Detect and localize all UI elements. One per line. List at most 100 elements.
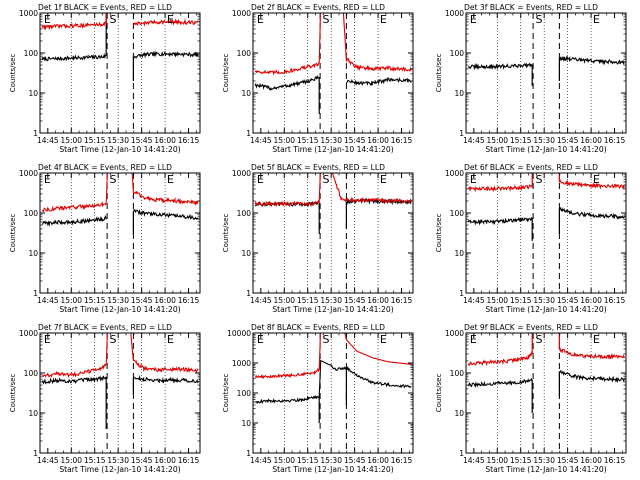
x-tick-label: 15:45	[131, 136, 153, 145]
y-tick-label: 1	[33, 289, 38, 298]
y-tick-label: 1000	[19, 9, 38, 18]
y-tick-label: 1	[246, 129, 251, 138]
y-tick-label: 10	[241, 89, 251, 98]
x-tick-label: 15:45	[557, 296, 579, 305]
x-tick-label: 15:00	[60, 456, 82, 465]
x-tick-label: 16:00	[367, 456, 389, 465]
chart-title: Det 9f BLACK = Events, RED = LLD	[464, 323, 598, 332]
detector-panel-1: Det 1f BLACK = Events, RED = LLD 1 10 100 10…	[0, 0, 213, 160]
orbit-marker-label: E	[470, 173, 477, 186]
x-tick-label: 15:30	[320, 456, 342, 465]
x-axis-label: Start Time (12-Jan-10 14:41:20)	[59, 465, 180, 474]
y-tick-label: 1000	[445, 329, 464, 338]
x-tick-label: 15:15	[297, 136, 319, 145]
y-axis-label: Counts/sec	[9, 54, 17, 93]
series-group	[41, 173, 199, 234]
y-tick-label: 100	[24, 209, 39, 218]
x-tick-label: 16:15	[178, 456, 200, 465]
events-series-line	[41, 374, 199, 385]
y-tick-label: 10	[28, 89, 38, 98]
x-tick-label: 15:30	[107, 456, 129, 465]
y-tick-label: 100	[237, 209, 252, 218]
y-axis-label: Counts/sec	[9, 214, 17, 253]
y-tick-label: 10	[241, 419, 251, 428]
detector-panel-7: Det 7f BLACK = Events, RED = LLD 1 10 100 10…	[0, 320, 213, 480]
detector-panel-6: Det 6f BLACK = Events, RED = LLD 1 10 100 10…	[426, 160, 639, 320]
x-tick-label: 15:00	[486, 296, 508, 305]
x-tick-label: 15:00	[273, 296, 295, 305]
x-tick-label: 15:15	[510, 296, 532, 305]
plot-frame	[39, 172, 201, 294]
y-tick-label: 1000	[232, 9, 251, 18]
orbit-marker-label: E	[44, 173, 51, 186]
detector-panel-5: Det 5f BLACK = Events, RED = LLD 1 10 100 10…	[213, 160, 426, 320]
series-group	[467, 333, 625, 413]
x-tick-label: 15:15	[510, 136, 532, 145]
plot-frame	[252, 172, 414, 294]
chart-title: Det 1f BLACK = Events, RED = LLD	[38, 3, 172, 12]
chart-title: Det 3f BLACK = Events, RED = LLD	[464, 3, 598, 12]
x-tick-label: 16:15	[391, 136, 413, 145]
x-tick-label: 15:00	[486, 136, 508, 145]
chart-title: Det 6f BLACK = Events, RED = LLD	[464, 163, 598, 172]
detector-chart-9: Det 9f BLACK = Events, RED = LLD 1 10 100 10…	[435, 323, 627, 474]
series-group	[254, 333, 412, 423]
y-tick-label: 1000	[445, 9, 464, 18]
series-group	[254, 173, 412, 234]
orbit-marker-label: S	[536, 173, 543, 186]
orbit-marker-label: S	[536, 13, 543, 26]
orbit-marker-label: E	[257, 13, 264, 26]
orbit-marker-label: E	[593, 333, 600, 346]
x-tick-label: 15:45	[344, 136, 366, 145]
y-tick-label: 1	[246, 289, 251, 298]
x-tick-label: 14:45	[37, 136, 59, 145]
lld-series-line	[467, 178, 625, 193]
x-tick-label: 15:15	[84, 136, 106, 145]
x-tick-label: 15:00	[60, 296, 82, 305]
x-tick-label: 15:15	[84, 296, 106, 305]
y-tick-label: 100	[24, 49, 39, 58]
series-group	[41, 333, 199, 429]
orbit-marker-label: E	[380, 13, 387, 26]
y-tick-label: 10000	[227, 329, 251, 338]
series-group	[254, 13, 412, 114]
x-tick-label: 15:45	[131, 456, 153, 465]
x-tick-label: 16:15	[391, 456, 413, 465]
y-axis-label: Counts/sec	[435, 54, 443, 93]
orbit-marker-label: E	[470, 13, 477, 26]
y-tick-label: 1000	[232, 169, 251, 178]
plot-frame	[252, 332, 414, 454]
orbit-marker-label: S	[110, 173, 117, 186]
y-tick-label: 1	[33, 449, 38, 458]
x-tick-label: 14:45	[250, 456, 272, 465]
y-axis-label: Counts/sec	[9, 374, 17, 413]
x-tick-label: 15:30	[533, 296, 555, 305]
x-tick-label: 15:15	[297, 456, 319, 465]
y-tick-label: 10	[454, 409, 464, 418]
detector-panel-4: Det 4f BLACK = Events, RED = LLD 1 10 100 10…	[0, 160, 213, 320]
x-tick-label: 16:00	[580, 136, 602, 145]
x-tick-label: 16:00	[154, 456, 176, 465]
orbit-marker-label: S	[323, 333, 330, 346]
x-axis-label: Start Time (12-Jan-10 14:41:20)	[272, 465, 393, 474]
x-tick-label: 16:00	[367, 296, 389, 305]
orbit-marker-label: E	[167, 13, 174, 26]
lld-series-line	[467, 347, 625, 367]
y-tick-label: 1	[459, 449, 464, 458]
y-tick-label: 10	[28, 249, 38, 258]
x-axis-label: Start Time (12-Jan-10 14:41:20)	[485, 305, 606, 314]
x-tick-label: 16:15	[604, 136, 626, 145]
x-tick-label: 15:15	[84, 456, 106, 465]
orbit-marker-label: E	[257, 173, 264, 186]
series-group	[467, 173, 625, 241]
y-tick-label: 1	[459, 129, 464, 138]
x-axis-label: Start Time (12-Jan-10 14:41:20)	[272, 145, 393, 154]
detector-panel-3: Det 3f BLACK = Events, RED = LLD 1 10 100 10…	[426, 0, 639, 160]
x-axis-label: Start Time (12-Jan-10 14:41:20)	[485, 465, 606, 474]
y-tick-label: 1000	[19, 169, 38, 178]
detector-panel-9: Det 9f BLACK = Events, RED = LLD 1 10 100 10…	[426, 320, 639, 480]
lld-series-line	[41, 333, 199, 378]
chart-title: Det 8f BLACK = Events, RED = LLD	[251, 323, 385, 332]
plot-frame	[465, 332, 627, 454]
